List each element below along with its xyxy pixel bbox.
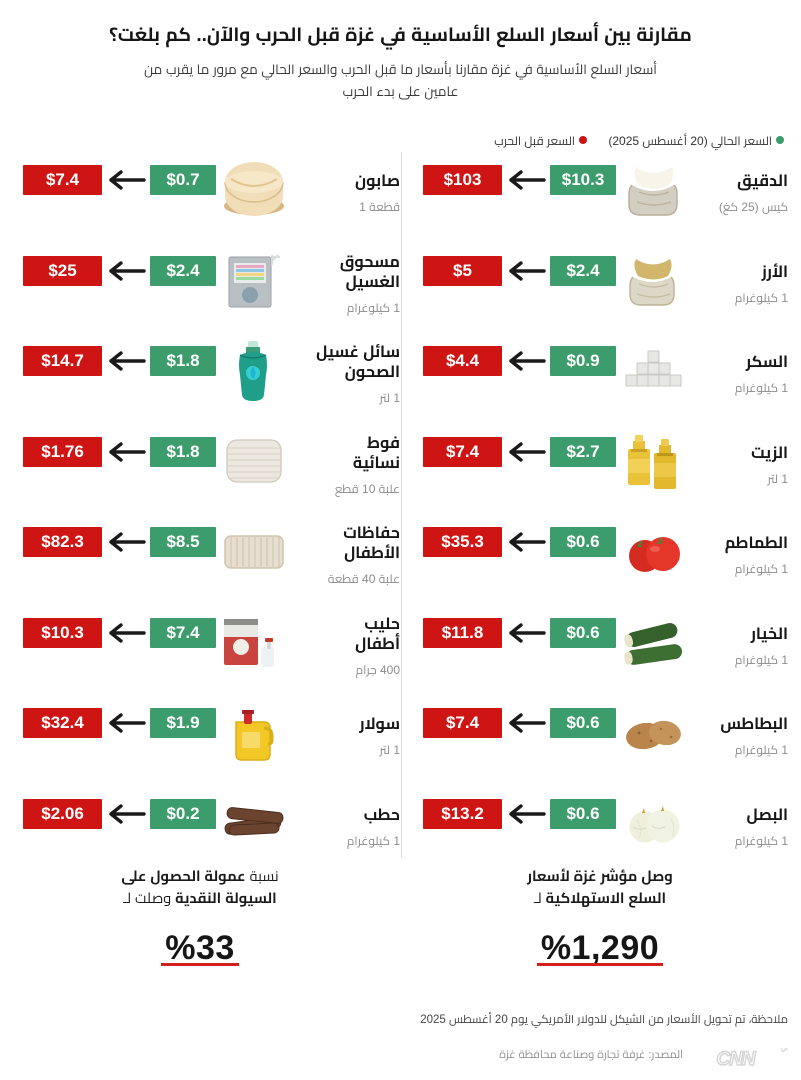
svg-text:بالعربي: بالعربي <box>781 1043 789 1053</box>
svg-text:CNN: CNN <box>716 1049 756 1070</box>
